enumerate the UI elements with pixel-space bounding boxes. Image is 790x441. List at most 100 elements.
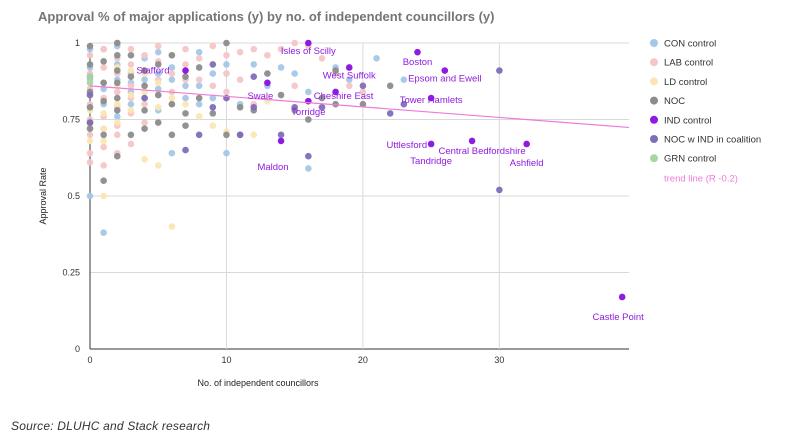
- data-point-lab: [141, 119, 148, 126]
- legend-label: GRN control: [664, 154, 716, 165]
- data-point-lab: [86, 131, 94, 139]
- data-point-ind: [277, 137, 285, 145]
- data-point-con: [195, 100, 203, 108]
- y-tick-label: 0: [75, 344, 80, 354]
- x-tick-label: 20: [358, 355, 368, 365]
- data-point-lab: [318, 55, 326, 62]
- legend-marker-ind: [650, 115, 658, 124]
- data-point-noc: [141, 82, 148, 90]
- data-point-noc: [154, 119, 162, 126]
- data-point-con: [223, 149, 230, 157]
- data-point-con: [195, 82, 203, 90]
- data-point-nocind: [209, 103, 217, 111]
- point-label: Boston: [403, 57, 433, 68]
- legend: CON control LAB control LD control NOC IND c…: [650, 39, 761, 184]
- data-point-lab: [359, 88, 367, 96]
- data-point-noc: [305, 116, 312, 123]
- data-point-nocind: [496, 67, 503, 74]
- data-point-ind: [305, 39, 312, 47]
- data-point-nocind: [209, 61, 217, 68]
- data-point-noc: [264, 70, 271, 77]
- data-point-con: [154, 48, 162, 56]
- data-point-lab: [86, 51, 94, 59]
- data-point-ld: [141, 155, 148, 163]
- data-point-lab: [141, 51, 148, 59]
- data-point-lab: [291, 82, 298, 90]
- legend-marker-grn: [650, 154, 658, 163]
- y-tick-label: 0.5: [67, 191, 80, 201]
- trend-line: [89, 85, 630, 129]
- data-point-nocind: [318, 103, 326, 111]
- data-point-lab: [100, 45, 107, 53]
- data-point-con: [100, 229, 107, 237]
- x-tick-label: 30: [494, 355, 504, 365]
- data-point-lab: [250, 45, 258, 53]
- data-point-con: [182, 82, 189, 90]
- data-point-lab: [168, 70, 176, 77]
- point-label: Epsom and Ewell: [408, 74, 481, 85]
- data-points: [86, 39, 626, 301]
- data-point-noc: [113, 39, 121, 47]
- data-point-nocind: [86, 119, 94, 126]
- data-point-nocind: [305, 152, 312, 160]
- data-point-noc: [386, 82, 394, 90]
- data-point-lab: [209, 42, 217, 50]
- data-point-ld: [127, 107, 135, 114]
- legend-label: IND control: [664, 115, 712, 126]
- data-point-nocind: [496, 186, 503, 194]
- data-point-ind: [427, 140, 435, 148]
- legend-label: CON control: [664, 39, 716, 50]
- point-label: Central Bedfordshire: [439, 146, 526, 157]
- data-point-ld: [154, 162, 162, 169]
- legend-label: NOC w IND in coalition: [664, 135, 761, 146]
- data-point-noc: [154, 91, 162, 99]
- data-point-con: [400, 76, 408, 84]
- point-label: Maldon: [257, 162, 288, 173]
- data-point-con: [168, 149, 176, 157]
- data-point-noc: [127, 73, 135, 80]
- data-point-noc: [168, 131, 176, 139]
- data-point-lab: [223, 51, 230, 59]
- data-point-noc: [154, 61, 162, 68]
- data-point-ld: [100, 125, 107, 132]
- data-point-noc: [332, 67, 339, 74]
- data-point-noc: [195, 94, 203, 102]
- data-point-noc: [113, 107, 121, 114]
- data-point-ld: [86, 137, 94, 145]
- data-point-noc: [86, 42, 94, 50]
- data-point-grn: [86, 73, 94, 80]
- data-point-ld: [113, 100, 121, 108]
- data-point-lab: [195, 55, 203, 62]
- data-point-ind: [264, 79, 271, 87]
- point-label: Castle Point: [593, 312, 645, 323]
- data-point-ld: [168, 94, 176, 102]
- data-point-noc: [277, 91, 285, 99]
- data-point-con: [277, 64, 285, 71]
- data-point-con: [209, 94, 217, 102]
- data-point-con: [373, 55, 380, 62]
- data-point-ld: [182, 100, 189, 108]
- data-point-lab: [127, 61, 135, 68]
- x-tick-label: 10: [221, 355, 231, 365]
- data-point-noc: [113, 94, 121, 102]
- source-note: Source: DLUHC and Stack research: [11, 419, 211, 433]
- data-point-noc: [182, 110, 189, 117]
- data-point-nocind: [195, 131, 203, 139]
- data-point-con: [305, 165, 312, 172]
- data-point-noc: [141, 107, 148, 114]
- data-point-ld: [127, 67, 135, 74]
- trend-line-layer: [89, 85, 630, 129]
- data-point-nocind: [386, 110, 394, 117]
- data-point-noc: [100, 177, 107, 184]
- data-point-ld: [100, 110, 107, 117]
- data-point-con: [182, 94, 189, 102]
- data-point-noc: [100, 79, 107, 87]
- data-point-con: [250, 61, 258, 68]
- data-point-noc: [100, 97, 107, 105]
- chart-title: Approval % of major applications (y) by …: [38, 9, 495, 24]
- data-point-con: [345, 76, 353, 84]
- data-point-noc: [195, 64, 203, 71]
- data-point-ld: [209, 122, 217, 129]
- data-point-ld: [154, 79, 162, 87]
